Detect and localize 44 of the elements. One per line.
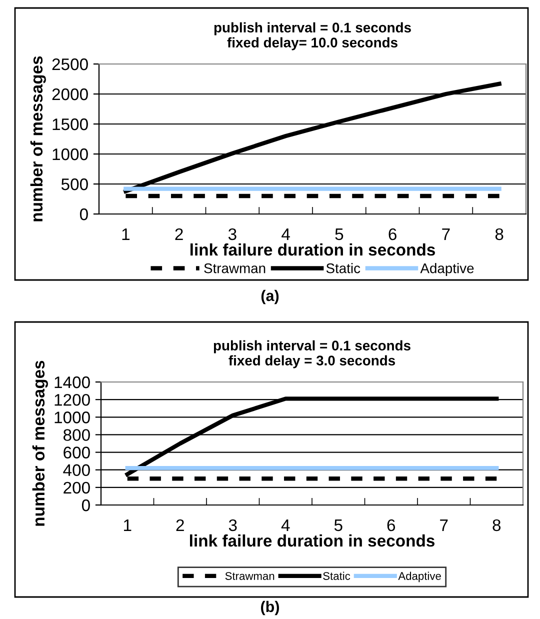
legend-label: Static — [323, 572, 350, 580]
x-tick-label: 4 — [281, 520, 290, 531]
x-tick-label: 6 — [388, 228, 396, 240]
chart-title: publish interval = 0.1 seconds fixed delay = 3.0 seconds — [214, 340, 410, 368]
x-tick-label: 1 — [122, 228, 130, 240]
x-tick-label: 1 — [124, 520, 132, 531]
x-axis-title: link failure duration in seconds — [190, 534, 434, 547]
y-axis-title: number of messages — [30, 56, 46, 222]
x-axis-title: link failure duration in seconds — [190, 243, 435, 256]
x-tick-label: 4 — [282, 228, 290, 240]
y-tick-label: 600 — [64, 446, 90, 458]
legend-label: Adaptive — [420, 263, 474, 276]
y-axis-title: number of messages — [32, 360, 48, 526]
x-tick-label: 5 — [335, 228, 344, 240]
x-tick-label: 2 — [175, 228, 183, 240]
y-tick-label: 1000 — [54, 412, 90, 424]
y-tick-label: 200 — [64, 482, 90, 494]
legend-label: Strawman — [225, 572, 274, 580]
y-tick-label: 1400 — [54, 376, 90, 388]
chart-title: publish interval = 0.1 seconds fixed delay= 10.0 seconds — [214, 22, 411, 50]
y-tick-label: 1500 — [52, 118, 88, 130]
x-tick-label: 3 — [228, 228, 236, 240]
x-tick-label: 5 — [334, 520, 342, 532]
y-tick-label: 500 — [61, 178, 88, 190]
y-tick-label: 400 — [63, 464, 90, 476]
x-tick-label: 8 — [492, 519, 501, 532]
y-tick-label: 2000 — [52, 88, 88, 100]
y-tick-label: 800 — [64, 429, 90, 441]
legend-label: Adaptive — [398, 572, 441, 582]
text: (b) — [261, 600, 279, 616]
x-tick-label: 7 — [442, 228, 450, 240]
legend-label: Static — [326, 263, 360, 274]
x-tick-label: 7 — [440, 520, 448, 531]
y-tick-label: 0 — [80, 208, 88, 220]
y-tick-label: 1200 — [54, 394, 90, 406]
x-tick-label: 3 — [228, 519, 237, 532]
x-tick-label: 8 — [495, 228, 504, 240]
y-tick-label: 1000 — [52, 148, 88, 160]
legend-label: Strawman — [204, 263, 266, 274]
y-tick-label: 0 — [82, 499, 90, 512]
x-tick-label: 2 — [176, 519, 184, 531]
x-tick-label: 6 — [387, 519, 396, 532]
y-tick-label: 2500 — [52, 58, 88, 70]
text: (a) — [261, 290, 279, 304]
